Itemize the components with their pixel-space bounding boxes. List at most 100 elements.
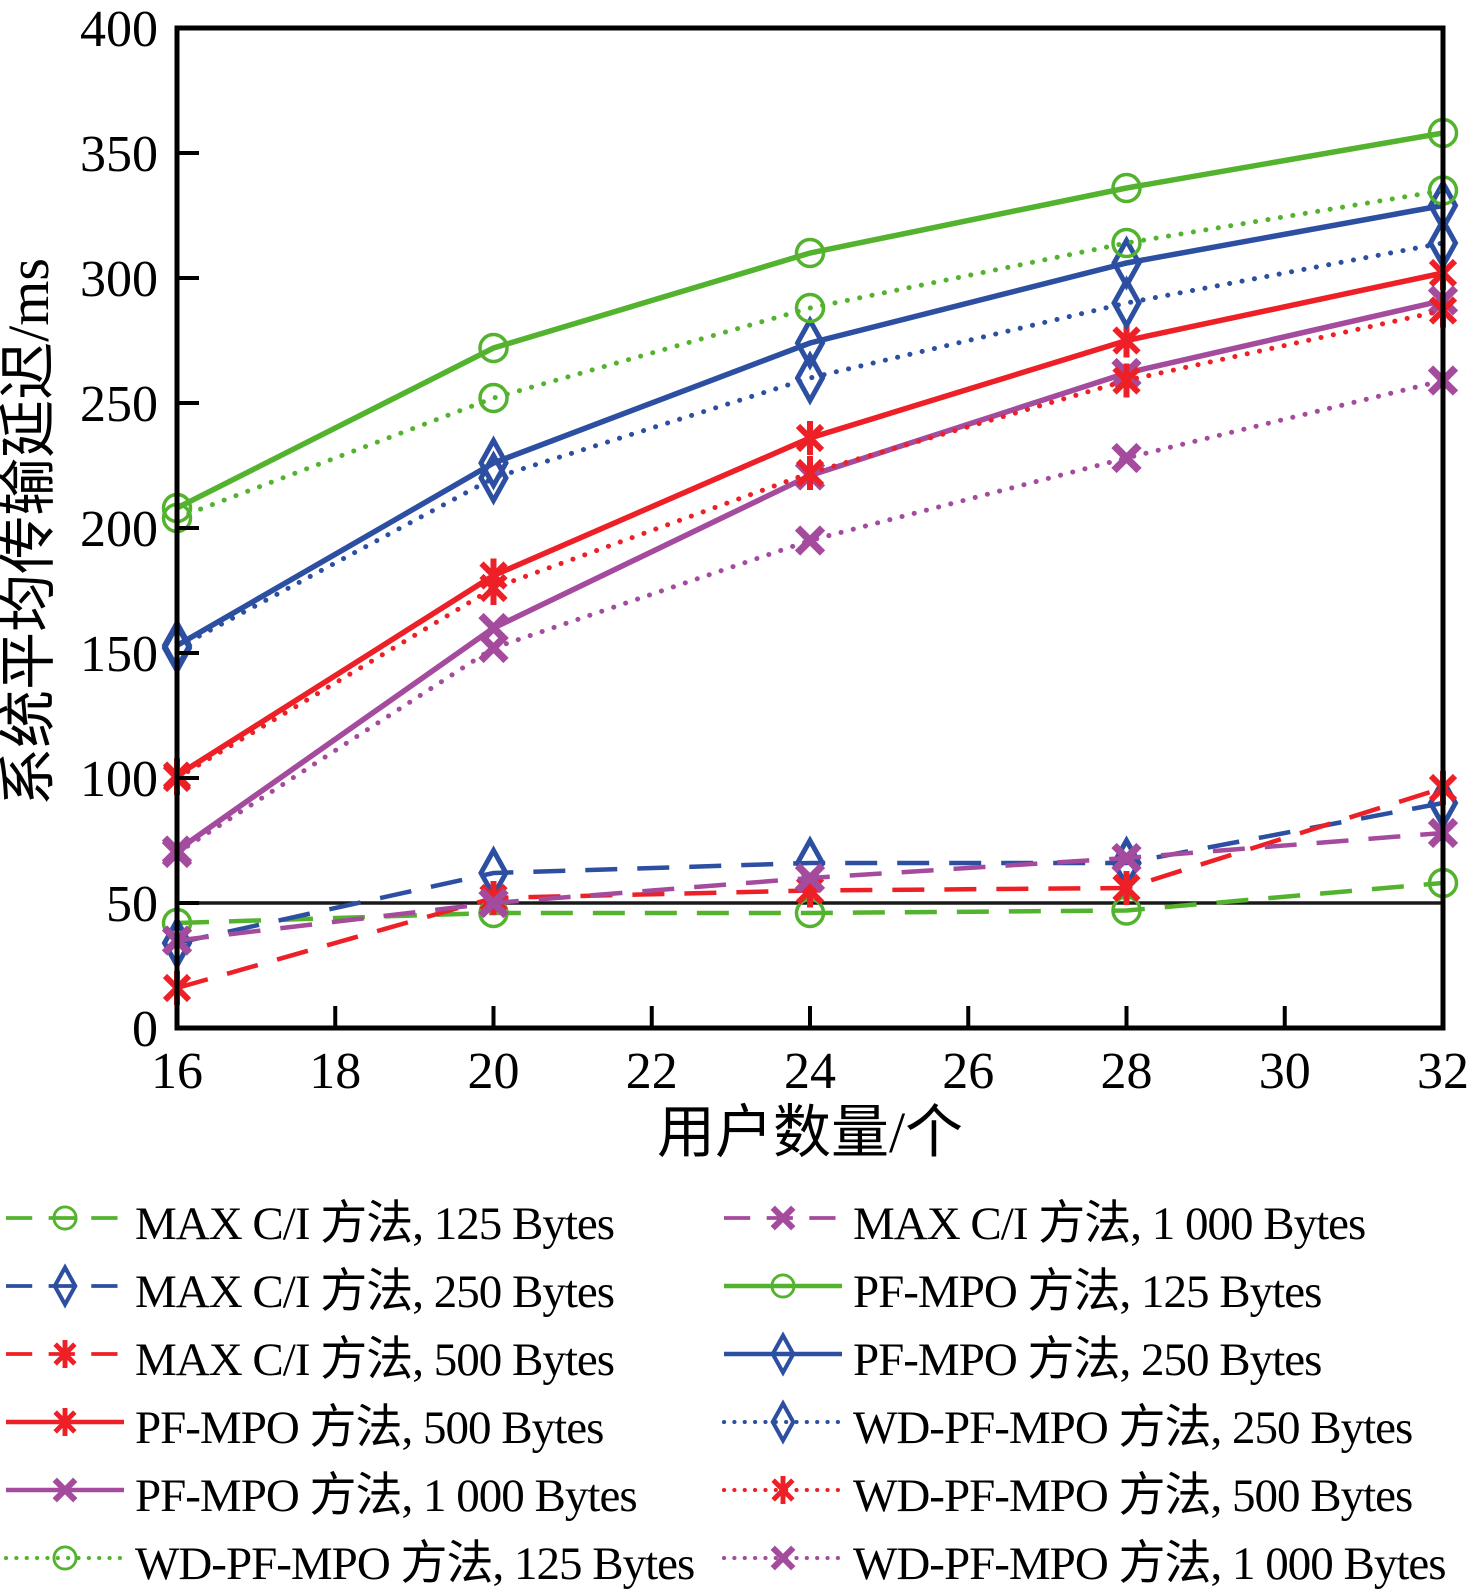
series-line-6 xyxy=(175,270,1444,778)
legend-label: PF-MPO 方法, 1 000 Bytes xyxy=(135,1469,638,1522)
y-tick-label: 150 xyxy=(80,626,158,683)
x-tick-label: 16 xyxy=(151,1043,203,1100)
x-marker xyxy=(794,862,826,894)
y-tick-label: 200 xyxy=(80,501,158,558)
y-axis-title: 系统平均传输延迟/ms xyxy=(0,258,61,806)
asterisk-marker xyxy=(771,1476,795,1504)
legend-sample-solid xyxy=(6,1477,124,1503)
y-tick-label: 250 xyxy=(80,376,158,433)
x-tick-label: 20 xyxy=(468,1043,520,1100)
x-marker xyxy=(478,632,509,664)
y-tick-label: 350 xyxy=(80,126,158,183)
y-tick-label: 0 xyxy=(132,1001,158,1058)
legend-item-2: MAX C/I 方法, 500 Bytes xyxy=(4,1320,722,1388)
legend-label: PF-MPO 方法, 125 Bytes xyxy=(853,1265,1322,1318)
x-marker xyxy=(770,1545,796,1571)
circle-marker xyxy=(1111,172,1142,204)
diamond-marker xyxy=(52,1263,78,1309)
legend-label: MAX C/I 方法, 1 000 Bytes xyxy=(853,1197,1366,1250)
x-tick-label: 32 xyxy=(1417,1043,1469,1100)
legend-label: MAX C/I 方法, 500 Bytes xyxy=(135,1333,615,1386)
legend-sample-dashed xyxy=(724,1205,842,1231)
legend-item-11: WD-PF-MPO 方法, 1 000 Bytes xyxy=(722,1524,1476,1591)
diamond-marker xyxy=(1111,275,1142,331)
legend-label: WD-PF-MPO 方法, 125 Bytes xyxy=(135,1537,695,1590)
legend-sample-dashed xyxy=(6,1340,124,1368)
legend-item-1: MAX C/I 方法, 250 Bytes xyxy=(4,1252,722,1320)
legend-item-4: PF-MPO 方法, 125 Bytes xyxy=(722,1252,1476,1320)
asterisk-marker xyxy=(53,1408,77,1436)
series-line-7 xyxy=(175,297,1444,853)
y-tick-label: 100 xyxy=(80,751,158,808)
legend-sample-solid xyxy=(6,1408,124,1436)
circle-marker xyxy=(794,292,826,324)
series-line-5 xyxy=(175,202,1444,648)
asterisk-marker xyxy=(795,456,825,490)
chart-canvas: 0 50 100 150 200 250 300 350 400 16 18 20 22 24 26 28 30… xyxy=(0,1,1469,1165)
circle-marker xyxy=(1111,227,1142,259)
diamond-marker xyxy=(770,1399,796,1445)
y-tick-label: 50 xyxy=(106,876,158,933)
x-tick-label: 24 xyxy=(784,1043,836,1100)
legend-item-10: WD-PF-MPO 方法, 500 Bytes xyxy=(722,1456,1476,1524)
legend-item-0: MAX C/I 方法, 125 Bytes xyxy=(4,1184,722,1252)
x-tick-label: 28 xyxy=(1101,1043,1153,1100)
asterisk-marker xyxy=(795,421,825,455)
legend-label: MAX C/I 方法, 250 Bytes xyxy=(135,1265,615,1318)
circle-marker xyxy=(794,237,826,269)
legend-sample-dotted xyxy=(722,1476,844,1504)
circle-marker xyxy=(478,332,509,364)
legend-item-9: WD-PF-MPO 方法, 250 Bytes xyxy=(722,1388,1476,1456)
diamond-marker xyxy=(478,435,509,491)
chart-legend: MAX C/I 方法, 125 Bytes MAX C/I 方法, 1 000 B… xyxy=(0,1184,1476,1591)
circle-marker xyxy=(770,1273,796,1299)
legend-sample-dotted xyxy=(722,1399,844,1445)
legend-sample-solid xyxy=(724,1331,842,1377)
x-marker xyxy=(478,887,509,919)
x-tick-label: 22 xyxy=(626,1043,678,1100)
legend-item-8: WD-PF-MPO 方法, 125 Bytes xyxy=(4,1524,722,1591)
x-marker xyxy=(770,1205,796,1231)
circle-marker xyxy=(52,1545,78,1571)
asterisk-marker xyxy=(53,1340,77,1368)
asterisk-marker xyxy=(479,571,508,605)
series-line-1 xyxy=(176,800,1444,946)
legend-item-6: PF-MPO 方法, 500 Bytes xyxy=(4,1388,722,1456)
x-tick-label: 18 xyxy=(309,1043,361,1100)
y-tick-label: 300 xyxy=(80,251,158,308)
legend-item-5: PF-MPO 方法, 250 Bytes xyxy=(722,1320,1476,1388)
asterisk-marker xyxy=(1112,363,1141,398)
legend-label: WD-PF-MPO 方法, 250 Bytes xyxy=(853,1401,1413,1454)
x-marker xyxy=(52,1477,78,1503)
x-tick-label: 26 xyxy=(942,1043,994,1100)
plot-area: 0 50 100 150 200 250 300 350 400 16 18 20 22 24 26 28 30… xyxy=(80,1,1469,1100)
x-marker xyxy=(1111,842,1142,874)
diamond-marker xyxy=(770,1331,796,1377)
legend-sample-dashed xyxy=(6,1263,124,1309)
series-line-8 xyxy=(174,188,1446,521)
plot-box xyxy=(174,25,1446,1031)
legend-sample-solid xyxy=(724,1273,842,1299)
diamond-marker xyxy=(794,315,826,371)
legend-label: PF-MPO 方法, 250 Bytes xyxy=(853,1333,1322,1386)
legend-sample-dashed xyxy=(6,1205,124,1231)
series-line-11 xyxy=(174,378,1446,856)
legend-label: WD-PF-MPO 方法, 1 000 Bytes xyxy=(853,1537,1447,1590)
y-tick-label: 400 xyxy=(80,1,158,58)
legend-item-7: PF-MPO 方法, 1 000 Bytes xyxy=(4,1456,722,1524)
x-tick-label: 30 xyxy=(1259,1043,1311,1100)
legend-label: WD-PF-MPO 方法, 500 Bytes xyxy=(853,1469,1413,1522)
legend-item-3: MAX C/I 方法, 1 000 Bytes xyxy=(722,1184,1476,1252)
diamond-marker xyxy=(478,450,509,506)
x-axis-title: 用户数量/个 xyxy=(657,1100,963,1165)
series-line-4 xyxy=(175,130,1444,511)
legend-label: PF-MPO 方法, 500 Bytes xyxy=(135,1401,604,1454)
series-line-9 xyxy=(174,240,1446,651)
asterisk-marker xyxy=(1112,871,1141,905)
x-marker xyxy=(794,525,826,556)
circle-marker xyxy=(52,1205,78,1231)
legend-sample-dotted xyxy=(722,1545,844,1571)
legend-sample-dotted xyxy=(4,1545,126,1571)
x-marker xyxy=(1111,442,1142,474)
